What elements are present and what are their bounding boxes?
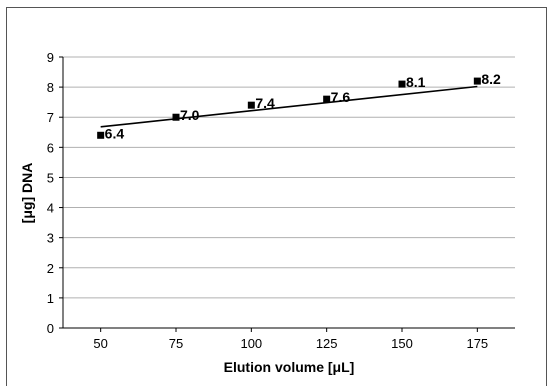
trendline-layer (100, 85, 478, 128)
y-tick-label: 9 (47, 50, 54, 65)
data-point (97, 131, 105, 139)
data-label: 7.6 (331, 89, 351, 105)
data-point (172, 113, 180, 121)
x-tick-label: 175 (466, 336, 488, 351)
data-point (323, 95, 331, 103)
data-label: 8.1 (406, 74, 426, 90)
y-tick-label: 3 (47, 231, 54, 246)
x-tick-label: 125 (316, 336, 338, 351)
data-label: 7.0 (180, 107, 200, 123)
x-axis-title: Elution volume [μL] (224, 359, 355, 375)
x-tick-label: 100 (240, 336, 262, 351)
x-tick-label: 75 (169, 336, 183, 351)
data-points (97, 77, 481, 139)
data-label: 7.4 (255, 95, 275, 111)
y-tick-label: 0 (47, 321, 54, 336)
y-tick-label: 6 (47, 140, 54, 155)
chart-border (6, 7, 547, 391)
axes (59, 56, 515, 332)
trendline (100, 85, 478, 128)
x-tick-label: 150 (391, 336, 413, 351)
gridlines (63, 56, 515, 299)
data-point (247, 101, 255, 109)
y-tick-label: 2 (47, 261, 54, 276)
y-tick-label: 1 (47, 291, 54, 306)
data-label: 8.2 (481, 71, 501, 87)
data-label: 6.4 (105, 125, 125, 141)
x-tick-label: 50 (93, 336, 107, 351)
y-axis-title: [μg] DNA (19, 163, 35, 224)
y-tick-label: 5 (47, 170, 54, 185)
tick-labels: 0 1 2 3 4 5 6 7 8 9 50 75 100 125 150 175 (47, 50, 488, 351)
y-tick-label: 8 (47, 80, 54, 95)
y-tick-label: 7 (47, 110, 54, 125)
data-point (473, 77, 481, 85)
data-labels: 6.4 7.0 7.4 7.6 8.1 8.2 (105, 71, 501, 141)
y-tick-label: 4 (47, 201, 54, 216)
data-point (398, 80, 406, 88)
